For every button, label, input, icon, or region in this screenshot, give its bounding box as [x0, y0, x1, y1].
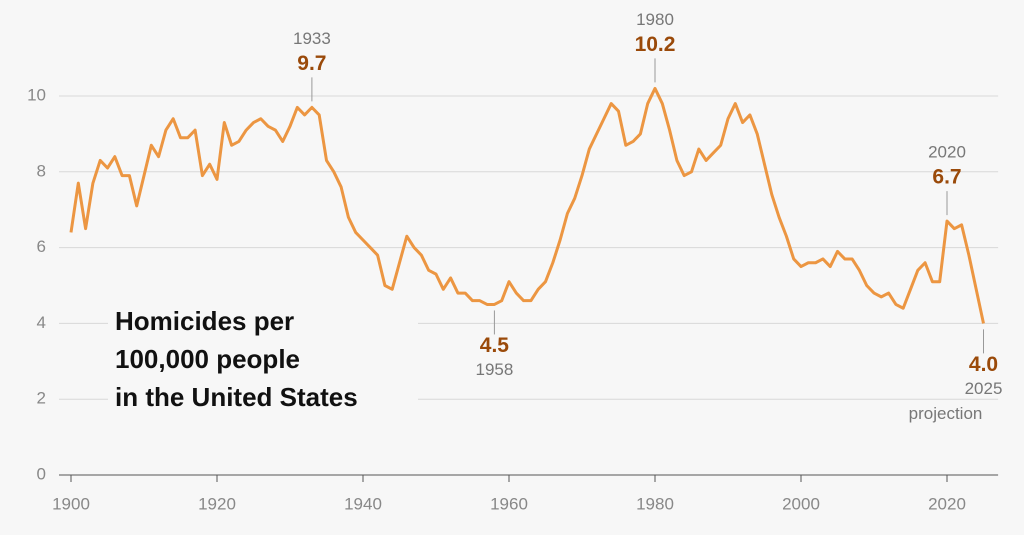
annotation-value: 4.0	[969, 353, 998, 376]
title-background	[108, 300, 418, 430]
annotation-year: 1980	[636, 10, 674, 29]
y-tick-label: 6	[37, 237, 46, 256]
y-tick-label: 8	[37, 161, 46, 180]
y-tick-label: 0	[37, 464, 46, 483]
y-tick-label: 2	[37, 389, 46, 408]
x-tick-label: 1940	[344, 494, 382, 513]
data-line	[69, 86, 985, 324]
x-tick-label: 1920	[198, 494, 236, 513]
x-tick-label: 1980	[636, 494, 674, 513]
annotation-value: 4.5	[480, 334, 510, 357]
annotation-year: 2020	[928, 143, 966, 162]
annotation-value: 6.7	[932, 166, 961, 189]
chart-title: Homicides per	[115, 306, 294, 336]
annotation-year: 1933	[293, 29, 331, 48]
annotation-year: 1958	[475, 360, 513, 379]
x-tick-label: 2000	[782, 494, 820, 513]
x-tick-label: 1900	[52, 494, 90, 513]
x-tick-label: 2020	[928, 494, 966, 513]
annotation-value: 9.7	[297, 52, 326, 75]
chart-title: 100,000 people	[115, 344, 300, 374]
chart-title: in the United States	[115, 382, 358, 412]
y-tick-label: 4	[37, 313, 46, 332]
x-tick-label: 1960	[490, 494, 528, 513]
annotation-value: 10.2	[635, 33, 676, 56]
y-tick-label: 10	[27, 85, 46, 104]
annotation-year: 2025	[965, 379, 1003, 398]
annotation-note: projection	[909, 404, 983, 423]
